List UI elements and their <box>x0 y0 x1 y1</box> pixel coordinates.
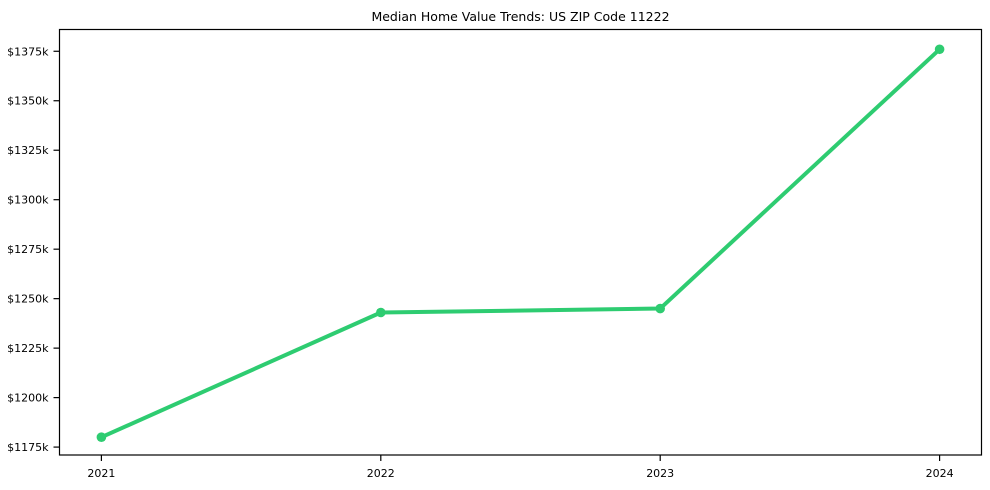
x-tick-label: 2022 <box>367 467 395 480</box>
y-tick-label: $1275k <box>7 243 49 256</box>
plot-border <box>58 28 983 456</box>
data-point-2024 <box>934 44 945 55</box>
y-tick-label: $1375k <box>7 45 49 58</box>
data-point-2023 <box>655 303 665 314</box>
y-tick-label: $1225k <box>7 342 49 355</box>
y-tick-label: $1175k <box>7 441 49 454</box>
x-tick-label: 2023 <box>646 467 674 480</box>
y-tick-label: $1350k <box>7 95 49 108</box>
data-point-2022 <box>376 307 386 318</box>
y-tick-label: $1300k <box>7 194 49 207</box>
data-point-2021 <box>96 432 107 442</box>
y-axis: $1175k $1200k $1225k $1250k $1275k $1300k $132… <box>7 45 60 454</box>
chart-title: Median Home Value Trends: US ZIP Code 11… <box>371 9 669 24</box>
data-series <box>96 44 945 442</box>
y-tick-label: $1325k <box>7 144 49 157</box>
x-tick-label: 2024 <box>926 467 954 480</box>
trend-line <box>99 47 942 440</box>
x-axis: 2021 2022 2023 2024 <box>87 455 954 480</box>
y-tick-label: $1200k <box>7 392 49 405</box>
y-tick-label: $1250k <box>7 293 49 306</box>
x-tick-label: 2021 <box>87 467 115 480</box>
